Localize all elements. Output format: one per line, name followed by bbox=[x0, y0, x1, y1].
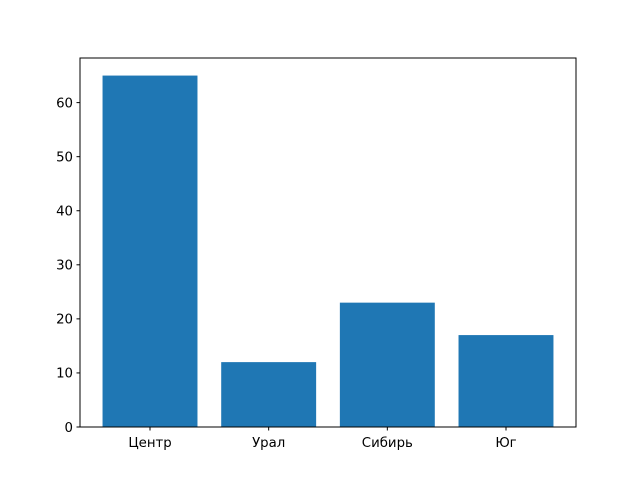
x-tick-label: Центр bbox=[128, 436, 171, 451]
bar-2 bbox=[339, 302, 435, 427]
y-tick-label: 30 bbox=[56, 259, 73, 274]
y-tick-label: 50 bbox=[56, 150, 73, 165]
y-tick-label: 10 bbox=[56, 367, 73, 382]
bars bbox=[102, 75, 554, 428]
y-tick-label: 40 bbox=[56, 205, 73, 220]
axes-frame bbox=[79, 57, 577, 428]
y-tick-label: 0 bbox=[65, 421, 73, 436]
y-tick-label: 60 bbox=[56, 96, 73, 111]
x-tick-label: Сибирь bbox=[362, 435, 413, 451]
x-axis: Центр Урал Сибирь Юг bbox=[128, 427, 517, 451]
bar-3 bbox=[458, 335, 554, 427]
y-tick-label: 20 bbox=[56, 313, 73, 328]
y-axis: 0 10 20 30 40 50 60 bbox=[56, 96, 80, 436]
x-tick-label: Урал bbox=[252, 436, 285, 451]
x-tick-label: Юг bbox=[495, 436, 516, 451]
bar-1 bbox=[221, 362, 317, 427]
bar-0 bbox=[102, 75, 198, 428]
